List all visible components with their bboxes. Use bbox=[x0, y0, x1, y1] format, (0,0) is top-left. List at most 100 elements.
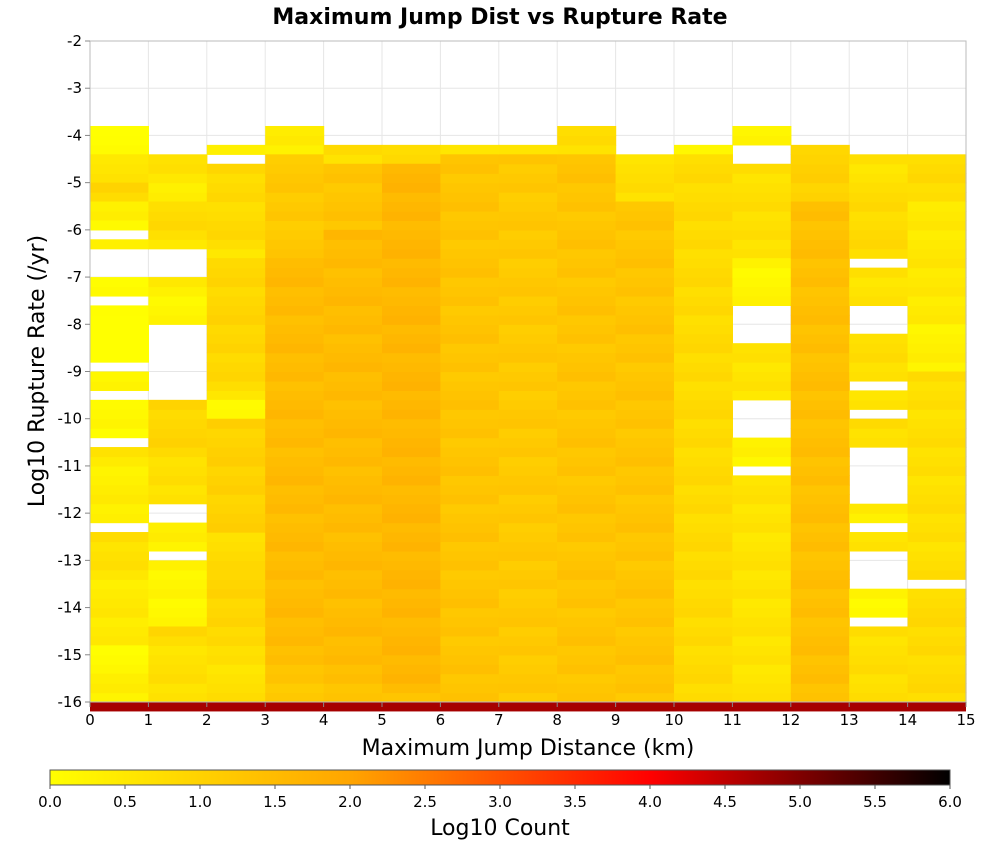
heatmap-cell bbox=[323, 239, 383, 250]
heatmap-cell bbox=[674, 144, 733, 155]
heatmap-cell bbox=[790, 598, 850, 609]
heatmap-cell bbox=[148, 635, 208, 646]
heatmap-cell bbox=[382, 277, 441, 288]
heatmap-cell bbox=[907, 409, 967, 420]
heatmap-cell bbox=[674, 437, 733, 448]
x-tick-label: 4 bbox=[319, 711, 329, 729]
heatmap-cell bbox=[849, 654, 909, 665]
heatmap-cell bbox=[440, 428, 500, 439]
heatmap-cell bbox=[790, 550, 850, 561]
heatmap-cell bbox=[440, 437, 500, 448]
heatmap-cell bbox=[323, 617, 383, 628]
x-tick-label: 12 bbox=[781, 711, 800, 729]
heatmap-cell bbox=[615, 418, 675, 429]
heatmap-cell bbox=[790, 144, 850, 155]
y-tick-label: -6 bbox=[67, 221, 82, 239]
heatmap-cell bbox=[148, 588, 208, 599]
heatmap-cell bbox=[90, 220, 149, 231]
heatmap-cell bbox=[90, 465, 149, 476]
heatmap-cell bbox=[732, 645, 792, 656]
heatmap-cell bbox=[907, 362, 967, 373]
heatmap-cell bbox=[907, 569, 967, 580]
heatmap-cell bbox=[615, 635, 675, 646]
heatmap-cell bbox=[790, 305, 850, 316]
heatmap-cell bbox=[90, 428, 149, 439]
heatmap-cell bbox=[323, 475, 383, 486]
heatmap-cell bbox=[790, 333, 850, 344]
heatmap-cell bbox=[90, 475, 149, 486]
heatmap-cell bbox=[849, 343, 909, 354]
heatmap-cell bbox=[790, 541, 850, 552]
heatmap-cell bbox=[557, 380, 617, 391]
heatmap-cell bbox=[674, 541, 733, 552]
heatmap-cell bbox=[323, 626, 383, 637]
x-axis-label: Maximum Jump Distance (km) bbox=[362, 736, 695, 761]
y-tick-label: -5 bbox=[67, 174, 82, 192]
heatmap-cell bbox=[206, 579, 266, 590]
heatmap-cell bbox=[265, 173, 325, 184]
heatmap-cell bbox=[615, 673, 675, 684]
heatmap-cell bbox=[90, 484, 149, 495]
heatmap-cell bbox=[674, 173, 733, 184]
heatmap-cell bbox=[206, 286, 266, 297]
heatmap-cell bbox=[790, 163, 850, 174]
heatmap-cell bbox=[615, 475, 675, 486]
heatmap-cell bbox=[498, 390, 558, 401]
heatmap-cell bbox=[674, 692, 733, 703]
heatmap-cell bbox=[615, 314, 675, 325]
heatmap-cell bbox=[498, 541, 558, 552]
heatmap-cell bbox=[265, 362, 325, 373]
heatmap-cell bbox=[382, 362, 441, 373]
heatmap-cell bbox=[557, 324, 617, 335]
heatmap-cell bbox=[382, 267, 441, 278]
heatmap-cell bbox=[849, 399, 909, 410]
heatmap-cell bbox=[557, 333, 617, 344]
heatmap-cell bbox=[615, 456, 675, 467]
heatmap-cell bbox=[440, 305, 500, 316]
heatmap-cell bbox=[557, 626, 617, 637]
heatmap-cell bbox=[90, 692, 149, 703]
heatmap-cell bbox=[674, 579, 733, 590]
heatmap-cell bbox=[440, 673, 500, 684]
heatmap-cell bbox=[323, 343, 383, 354]
heatmap-cell bbox=[790, 277, 850, 288]
heatmap-cell bbox=[265, 220, 325, 231]
heatmap-cell bbox=[732, 173, 792, 184]
heatmap-cell bbox=[206, 588, 266, 599]
heatmap-cell bbox=[790, 456, 850, 467]
heatmap-cell bbox=[90, 588, 149, 599]
heatmap-cell bbox=[265, 229, 325, 240]
heatmap-cell bbox=[323, 154, 383, 165]
heatmap-cell bbox=[790, 324, 850, 335]
heatmap-bottom-row bbox=[90, 702, 966, 712]
heatmap-cell bbox=[498, 352, 558, 363]
heatmap-cell bbox=[148, 447, 208, 458]
colorbar-ticks: 0.0 0.5 1.0 1.5 2.0 2.5 3.0 3.5 4.0 4.5 5.0 5.5 6.0 bbox=[38, 785, 962, 811]
heatmap-cell bbox=[732, 654, 792, 665]
heatmap-cell bbox=[907, 617, 967, 628]
heatmap-cell bbox=[323, 399, 383, 410]
heatmap-cell bbox=[498, 144, 558, 155]
heatmap-cell bbox=[440, 692, 500, 703]
heatmap-cell bbox=[498, 475, 558, 486]
heatmap-cell bbox=[265, 673, 325, 684]
heatmap-cell bbox=[732, 484, 792, 495]
heatmap-cell bbox=[440, 560, 500, 571]
heatmap-cell bbox=[557, 465, 617, 476]
heatmap-cell bbox=[732, 560, 792, 571]
heatmap-cell bbox=[790, 503, 850, 514]
heatmap-cell bbox=[557, 428, 617, 439]
heatmap-cell bbox=[265, 333, 325, 344]
heatmap-cell bbox=[148, 314, 208, 325]
heatmap-cell bbox=[440, 418, 500, 429]
heatmap-cell bbox=[790, 343, 850, 354]
heatmap-cell bbox=[557, 173, 617, 184]
heatmap-cell bbox=[382, 503, 441, 514]
heatmap-cell bbox=[674, 635, 733, 646]
heatmap-cell bbox=[557, 248, 617, 259]
heatmap-cell bbox=[674, 267, 733, 278]
heatmap-cell bbox=[382, 182, 441, 193]
heatmap-cell bbox=[732, 692, 792, 703]
heatmap-cell bbox=[557, 475, 617, 486]
heatmap-cell bbox=[557, 494, 617, 505]
